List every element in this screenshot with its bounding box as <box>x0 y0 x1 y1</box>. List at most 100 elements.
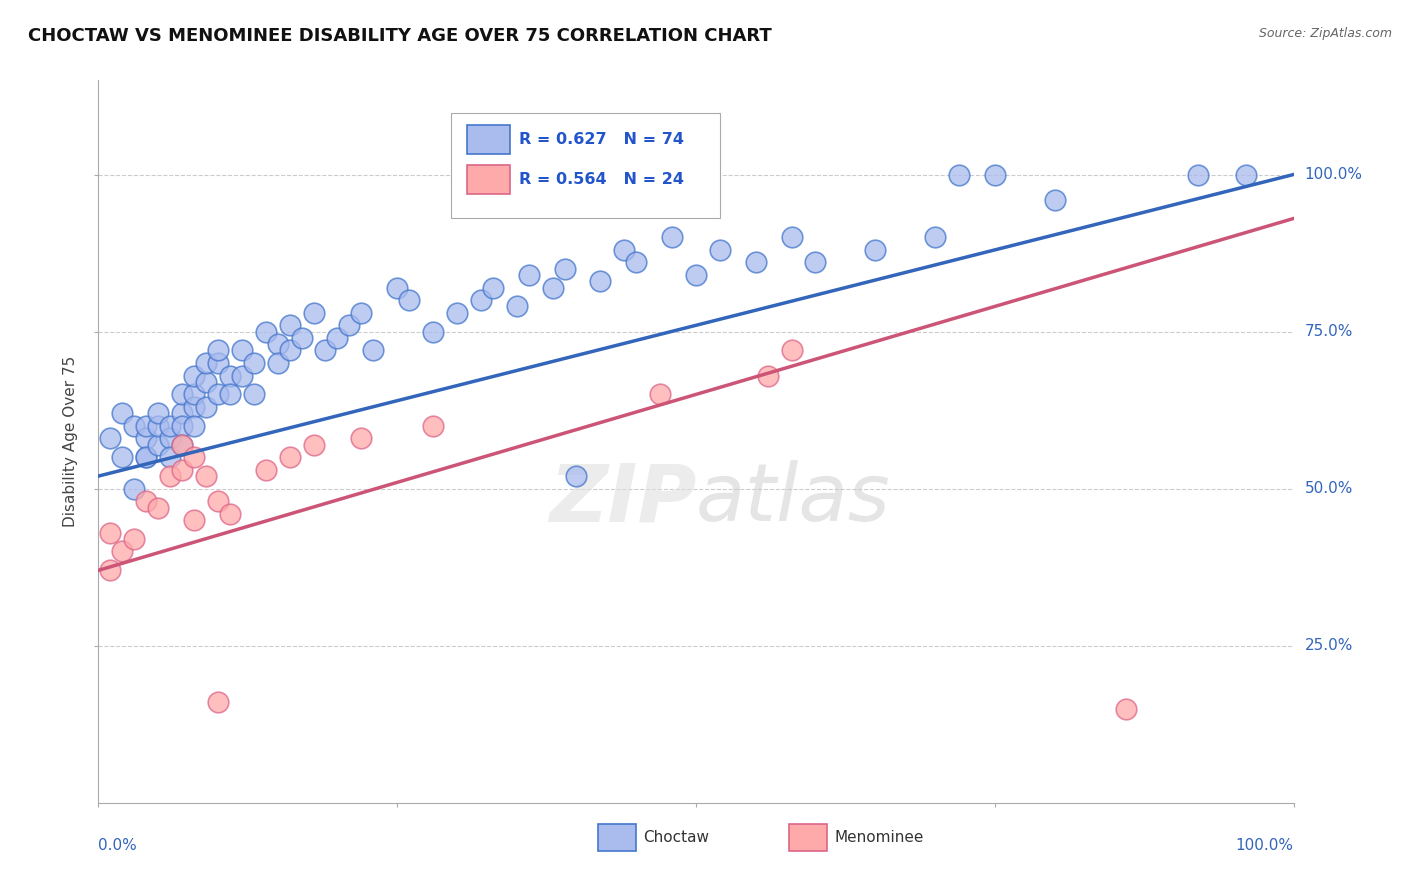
Point <box>804 255 827 269</box>
Point <box>302 438 325 452</box>
Point <box>326 331 349 345</box>
Point <box>183 418 205 433</box>
Text: 100.0%: 100.0% <box>1305 167 1362 182</box>
Point <box>172 438 194 452</box>
Point <box>98 563 122 577</box>
Point <box>350 431 373 445</box>
Point <box>661 230 683 244</box>
Text: 25.0%: 25.0% <box>1305 639 1353 653</box>
Point <box>780 230 803 244</box>
Point <box>219 507 242 521</box>
Point <box>183 513 205 527</box>
Text: R = 0.627   N = 74: R = 0.627 N = 74 <box>519 132 685 147</box>
Point <box>278 450 301 465</box>
Point <box>648 387 672 401</box>
Point <box>172 463 194 477</box>
Point <box>984 168 1007 182</box>
Point <box>481 280 505 294</box>
Point <box>207 494 229 508</box>
Point <box>148 418 170 433</box>
Point <box>159 469 181 483</box>
Point <box>195 356 218 370</box>
Text: Source: ZipAtlas.com: Source: ZipAtlas.com <box>1258 27 1392 40</box>
Text: CHOCTAW VS MENOMINEE DISABILITY AGE OVER 75 CORRELATION CHART: CHOCTAW VS MENOMINEE DISABILITY AGE OVER… <box>28 27 772 45</box>
Point <box>148 500 170 515</box>
Point <box>254 325 277 339</box>
Point <box>291 331 314 345</box>
Point <box>565 469 588 483</box>
Point <box>613 243 636 257</box>
Text: 50.0%: 50.0% <box>1305 481 1353 496</box>
Point <box>195 469 218 483</box>
Point <box>207 387 229 401</box>
Text: Menominee: Menominee <box>835 830 924 845</box>
Point <box>135 431 157 445</box>
Point <box>148 406 170 420</box>
Point <box>339 318 361 333</box>
Text: ZIP: ZIP <box>548 460 696 539</box>
Point <box>278 318 301 333</box>
Point <box>207 695 229 709</box>
Text: 100.0%: 100.0% <box>1236 838 1294 853</box>
Text: 0.0%: 0.0% <box>98 838 138 853</box>
Point <box>267 356 290 370</box>
Point <box>135 450 157 465</box>
Point <box>243 387 266 401</box>
Point <box>506 300 529 314</box>
Point <box>470 293 492 308</box>
Point <box>124 418 146 433</box>
Point <box>207 356 229 370</box>
FancyBboxPatch shape <box>467 165 509 194</box>
FancyBboxPatch shape <box>789 824 827 851</box>
Point <box>207 343 229 358</box>
Point <box>243 356 266 370</box>
Point <box>517 268 540 282</box>
Point <box>1043 193 1066 207</box>
Text: Choctaw: Choctaw <box>644 830 710 845</box>
Point <box>111 544 134 558</box>
Point <box>446 306 468 320</box>
Point <box>124 482 146 496</box>
Point <box>948 168 970 182</box>
Point <box>148 438 170 452</box>
Text: 75.0%: 75.0% <box>1305 324 1353 339</box>
Point <box>422 418 444 433</box>
Point <box>267 337 290 351</box>
Point <box>626 255 648 269</box>
FancyBboxPatch shape <box>467 125 509 154</box>
Point <box>422 325 444 339</box>
Point <box>231 343 253 358</box>
Point <box>172 438 194 452</box>
Point <box>195 400 218 414</box>
Point <box>183 400 205 414</box>
Point <box>780 343 803 358</box>
Point <box>1234 168 1257 182</box>
Text: atlas: atlas <box>696 460 891 539</box>
Point <box>541 280 564 294</box>
Point <box>278 343 301 358</box>
Point <box>135 494 157 508</box>
Point <box>385 280 409 294</box>
Point <box>554 261 576 276</box>
Point <box>1115 701 1137 715</box>
Text: R = 0.564   N = 24: R = 0.564 N = 24 <box>519 172 685 186</box>
Point <box>363 343 385 358</box>
Point <box>231 368 253 383</box>
Point <box>172 406 194 420</box>
Point <box>135 450 157 465</box>
Point <box>350 306 373 320</box>
FancyBboxPatch shape <box>598 824 636 851</box>
Point <box>159 450 181 465</box>
Point <box>219 368 242 383</box>
Point <box>924 230 946 244</box>
Point <box>172 387 194 401</box>
Point <box>98 525 122 540</box>
Point <box>756 368 779 383</box>
Point <box>159 431 181 445</box>
Point <box>124 532 146 546</box>
Point <box>172 418 194 433</box>
Point <box>183 450 205 465</box>
Point <box>1187 168 1209 182</box>
Point <box>195 375 218 389</box>
Y-axis label: Disability Age Over 75: Disability Age Over 75 <box>63 356 79 527</box>
